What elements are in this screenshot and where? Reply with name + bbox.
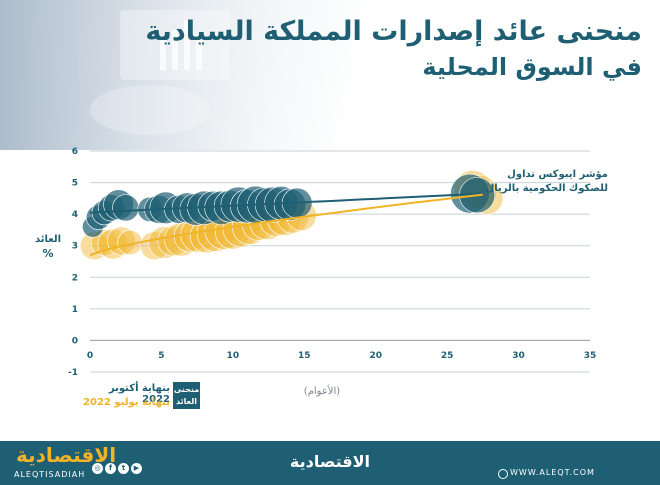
- footer-brand-center: الاقتصادية: [289, 452, 370, 471]
- legend-yield-curve-badge: منحنى العائد: [173, 382, 200, 409]
- footer-website[interactable]: WWW.ALEQT.COM: [510, 468, 595, 477]
- x-tick-label: 15: [298, 351, 311, 361]
- trend-line-july: [89, 193, 484, 257]
- chart-svg: -1 0 1 2 3 4 5 6 0 5 10 15 20 25 30 35 (الأعوام) العائد% م…: [35, 147, 608, 397]
- title-line-2: في السوق المحلية: [422, 53, 642, 81]
- x-tick-label: 5: [158, 351, 164, 361]
- x-tick-label: 30: [512, 351, 525, 361]
- bubble-october: [112, 194, 140, 222]
- y-tick-label: -1: [68, 368, 78, 378]
- x-tick-label: 0: [87, 351, 93, 361]
- chart-annotation: للصكوك الحكومية بالريال: [486, 183, 608, 194]
- header-background: [0, 0, 660, 150]
- header-photo: [0, 0, 260, 150]
- footer-handle[interactable]: ALEQTISADIAH: [14, 470, 86, 479]
- y-tick-label: 5: [72, 179, 78, 189]
- x-tick-label: 25: [441, 351, 454, 361]
- facebook-icon[interactable]: f: [105, 463, 116, 474]
- bubble-july: [157, 225, 189, 257]
- instagram-icon[interactable]: ◎: [92, 463, 103, 474]
- title-line-1: منحنى عائد إصدارات المملكة السيادية: [145, 16, 642, 47]
- y-tick-label: 4: [72, 210, 78, 220]
- y-axis-unit: %: [42, 247, 53, 260]
- x-axis-label: (الأعوام): [304, 384, 341, 397]
- globe-icon: [498, 469, 508, 479]
- y-tick-label: 1: [72, 305, 78, 315]
- chart-annotation: مؤشر ايبوكس تداول: [507, 169, 608, 180]
- y-axis-label: العائد: [35, 234, 61, 245]
- legend-july: بنهاية يوليو 2022: [83, 397, 170, 408]
- bubble-july: [148, 226, 181, 259]
- x-tick-label: 10: [227, 351, 240, 361]
- y-tick-label: 6: [72, 147, 78, 157]
- legend-october: بنهاية أكتوبر 2022: [108, 383, 170, 405]
- youtube-icon[interactable]: ▶: [131, 463, 142, 474]
- y-tick-label: 2: [72, 273, 78, 283]
- trend-line-october: [89, 192, 483, 214]
- y-tick-label: 0: [72, 336, 78, 346]
- x-tick-label: 35: [584, 351, 597, 361]
- x-tick-label: 20: [369, 351, 382, 361]
- chart-title: منحنى عائد إصدارات المملكة السيادية في ا…: [145, 14, 642, 84]
- twitter-icon[interactable]: t: [118, 463, 129, 474]
- social-icons: ◎ f t ▶: [92, 455, 152, 474]
- y-tick-label: 3: [72, 242, 78, 252]
